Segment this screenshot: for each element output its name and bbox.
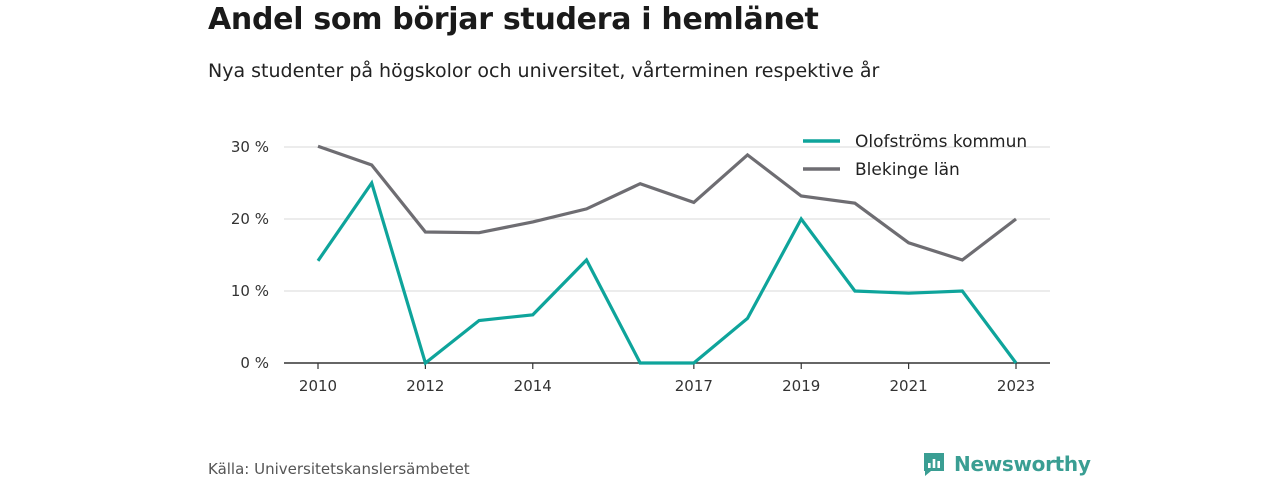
y-tick-label: 10 %: [231, 282, 269, 300]
legend-label: Blekinge län: [855, 160, 960, 180]
legend-label: Olofströms kommun: [855, 132, 1027, 152]
brand-name: Newsworthy: [954, 452, 1091, 476]
newsworthy-logo: Newsworthy: [922, 451, 1091, 477]
chart-subtitle: Nya studenter på högskolor och universit…: [208, 60, 880, 82]
x-tick-label: 2012: [406, 377, 444, 395]
x-axis-ticks: 2010 2012 2014 2017 2019 2021 2023: [299, 363, 1035, 395]
y-tick-label: 0 %: [240, 354, 269, 372]
series-line-olofstroms-kommun: [316, 179, 1018, 366]
x-tick-label: 2017: [675, 377, 713, 395]
legend: Olofströms kommun Blekinge län: [803, 132, 1027, 180]
line-chart: 0 % 10 % 20 % 30 % 2010 2012 2014 2017 2019 2021…: [231, 132, 1050, 395]
y-tick-label: 30 %: [231, 138, 269, 156]
source-note: Källa: Universitetskanslersämbetet: [208, 460, 470, 478]
y-tick-label: 20 %: [231, 210, 269, 228]
chart-title: Andel som börjar studera i hemlänet: [208, 2, 819, 37]
newsworthy-logo-icon: [924, 453, 944, 476]
series-line-blekinge-lan: [317, 144, 1017, 262]
x-tick-label: 2021: [890, 377, 928, 395]
series-lines: [316, 144, 1018, 366]
x-tick-label: 2023: [997, 377, 1035, 395]
x-tick-label: 2019: [782, 377, 820, 395]
x-tick-label: 2010: [299, 377, 337, 395]
y-axis-ticks: 0 % 10 % 20 % 30 %: [231, 138, 269, 372]
gridlines: [284, 146, 1050, 292]
x-tick-label: 2014: [514, 377, 552, 395]
